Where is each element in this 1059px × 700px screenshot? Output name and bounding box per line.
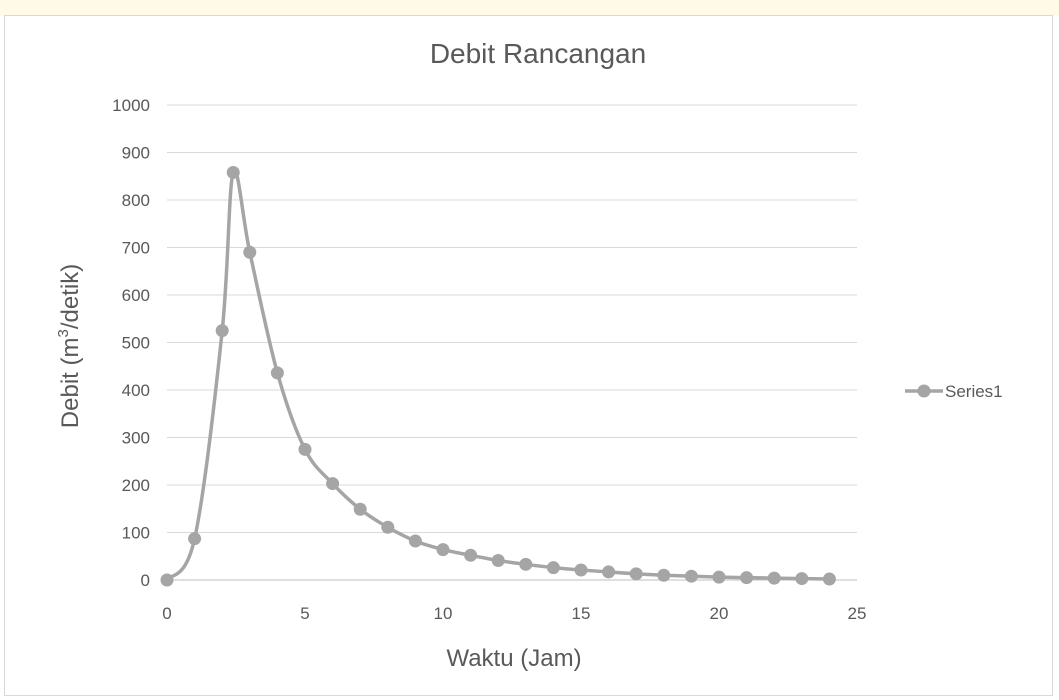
data-point: [712, 570, 726, 584]
series1-line: [165, 168, 832, 582]
data-point: [574, 563, 588, 577]
data-point: [629, 567, 643, 581]
data-point: [298, 442, 312, 456]
y-tick-label: 100: [122, 524, 150, 543]
data-point: [243, 245, 257, 259]
data-point: [381, 520, 395, 534]
x-tick-label: 10: [434, 604, 453, 623]
y-axis-label-prefix: Debit (m: [57, 338, 84, 429]
y-axis-label-superscript: 3: [55, 329, 72, 337]
series1-markers: [160, 165, 836, 587]
chart-area: Debit Rancangan 0 100 200 300 400 500 600 700 80…: [4, 15, 1053, 696]
y-tick-label: 1000: [112, 96, 150, 115]
data-point: [408, 534, 422, 548]
y-tick-label: 700: [122, 239, 150, 258]
x-tick-label: 15: [572, 604, 591, 623]
data-point: [436, 543, 450, 557]
data-point: [657, 568, 671, 582]
data-point: [353, 502, 367, 516]
x-tick-label: 0: [162, 604, 171, 623]
data-point: [602, 565, 616, 579]
y-tick-label: 0: [141, 571, 150, 590]
y-axis-label: Debit (m3/detik): [55, 264, 84, 428]
header-band: [0, 0, 1059, 16]
data-point: [226, 165, 240, 179]
y-tick-label: 800: [122, 191, 150, 210]
y-tick-label: 500: [122, 334, 150, 353]
y-tick-label: 200: [122, 476, 150, 495]
data-point: [270, 366, 284, 380]
y-tick-label: 400: [122, 381, 150, 400]
data-point: [215, 324, 229, 338]
data-point: [160, 573, 174, 587]
y-axis-label-suffix: /detik): [57, 264, 84, 329]
data-point: [188, 532, 202, 546]
data-point: [795, 572, 809, 586]
data-point: [546, 561, 560, 575]
data-point: [326, 477, 340, 491]
legend-marker-swatch: [917, 384, 931, 398]
y-tick-label: 300: [122, 429, 150, 448]
y-tick-label: 900: [122, 144, 150, 163]
legend: Series1: [905, 382, 1003, 401]
data-point: [740, 571, 754, 585]
gridlines: [167, 104, 857, 581]
y-tick-label: 600: [122, 286, 150, 305]
x-tick-labels: 0 5 10 15 20 25: [162, 604, 866, 623]
x-tick-label: 5: [300, 604, 309, 623]
chart-title: Debit Rancangan: [430, 38, 646, 69]
data-point: [491, 554, 505, 568]
data-point: [684, 569, 698, 583]
legend-label-series1: Series1: [945, 382, 1003, 401]
data-point: [822, 572, 836, 586]
x-tick-label: 25: [848, 604, 867, 623]
line-chart: Debit Rancangan 010020030040050060070080…: [55, 38, 1003, 672]
y-tick-labels: 0 100 200 300 400 500 600 700 800 900 1000: [112, 96, 150, 590]
x-axis-label: Waktu (Jam): [446, 645, 581, 672]
data-point: [519, 557, 533, 571]
data-point: [767, 571, 781, 585]
data-point: [464, 548, 478, 562]
x-tick-label: 20: [710, 604, 729, 623]
